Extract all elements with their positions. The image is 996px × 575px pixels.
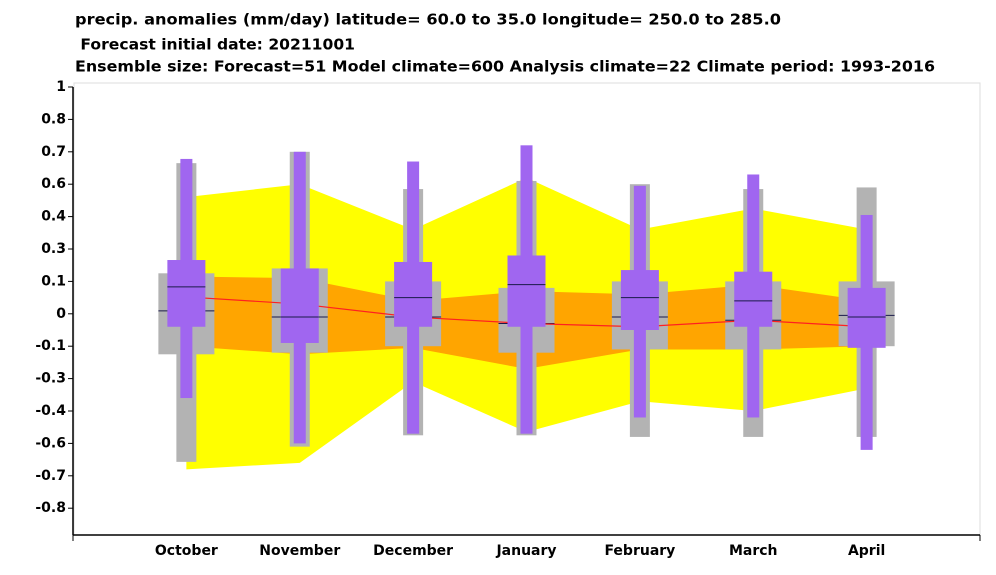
- x-tick-label: November: [259, 543, 340, 559]
- y-tick-label: -0.3: [35, 371, 66, 387]
- x-tick-label: April: [848, 543, 885, 559]
- chart-title: precip. anomalies (mm/day) latitude= 60.…: [75, 11, 781, 29]
- forecast-box: [394, 261, 433, 327]
- y-tick-label: -0.7: [35, 468, 66, 484]
- forecast-box: [620, 270, 659, 330]
- x-tick-label: February: [604, 543, 675, 559]
- forecast-box: [167, 260, 206, 327]
- chart-note: Ensemble size: Forecast=51 Model climate…: [75, 58, 935, 76]
- x-tick-label: January: [495, 543, 556, 559]
- forecast-box: [507, 255, 546, 327]
- y-tick-label: 0.4: [41, 209, 66, 225]
- y-tick-label: 0.6: [41, 176, 66, 192]
- y-tick-label: -0.4: [35, 403, 66, 419]
- forecast-box: [734, 271, 773, 327]
- y-tick-label: 0.7: [41, 144, 66, 160]
- x-tick-label: October: [155, 543, 218, 559]
- forecast-box: [847, 287, 886, 348]
- y-tick-label: 0.1: [41, 273, 66, 289]
- y-tick-label: -0.6: [35, 435, 66, 451]
- y-tick-label: 0.3: [41, 241, 66, 257]
- y-tick-label: 0: [56, 306, 66, 322]
- y-tick-label: -0.8: [35, 500, 66, 516]
- y-tick-label: 0.8: [41, 111, 66, 127]
- chart-subtitle: Forecast initial date: 20211001: [75, 36, 355, 54]
- y-tick-label: -0.1: [35, 338, 66, 354]
- x-tick-label: December: [373, 543, 453, 559]
- x-tick-label: March: [729, 543, 778, 559]
- y-tick-label: 1: [56, 79, 66, 95]
- forecast-box: [280, 268, 319, 343]
